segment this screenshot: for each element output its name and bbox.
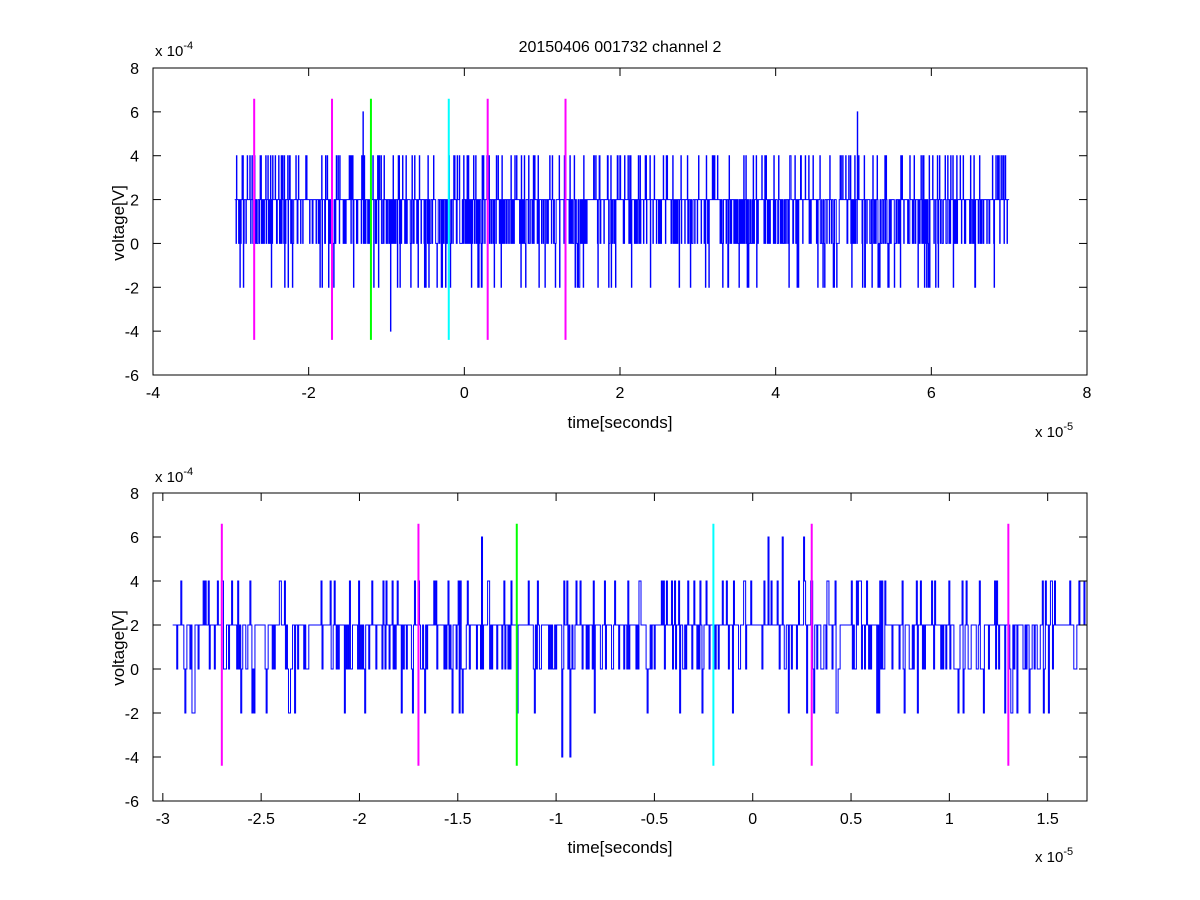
voltage-trace-line [172,536,1087,758]
x-tick-label: 8 [1083,385,1092,402]
bottom-axes-frame [152,492,1088,802]
top-x-exponent: x 10-5 [1035,421,1073,441]
y-tick-label: 0 [130,236,139,253]
bottom-y-exponent-base: x 10 [155,469,183,486]
x-tick-label: -3 [156,811,170,828]
bottom-x-exponent-power: -5 [1063,846,1073,858]
y-tick-label: 8 [130,486,139,503]
y-tick-label: -2 [125,280,139,297]
x-tick-label: -0.5 [641,811,669,828]
x-tick-label: 0.5 [840,811,862,828]
top-y-exponent-power: -4 [183,40,193,52]
voltage-trace-line [234,111,1010,332]
bottom-x-exponent: x 10-5 [1035,846,1073,866]
bottom-y-axis-label: voltage[V] [109,610,128,686]
y-tick-label: 0 [130,662,139,679]
top-x-exponent-base: x 10 [1035,424,1063,441]
top-axis-ticks: -4 -2 0 2 4 6 8 -6 -4 -2 0 2 4 6 8 [125,61,1092,402]
y-tick-label: 6 [130,105,139,122]
y-tick-label: -2 [125,706,139,723]
top-chart-title: 20150406 001732 channel 2 [519,39,722,56]
bottom-x-exponent-base: x 10 [1035,849,1063,866]
x-tick-label: 2 [616,385,625,402]
bottom-axis-ticks: -3 -2.5 -2 -1.5 -1 -0.5 0 0.5 1 1.5 -6 -4 -2 0 2 4 6 8 [125,486,1087,828]
x-tick-label: 4 [771,385,780,402]
x-tick-label: -2.5 [247,811,275,828]
top-y-axis-label: voltage[V] [109,185,128,261]
x-tick-label: -1 [549,811,563,828]
top-x-axis-label: time[seconds] [568,413,673,432]
y-tick-label: -6 [125,794,139,811]
top-x-exponent-power: -5 [1063,421,1073,433]
top-y-exponent: x 10-4 [155,40,193,60]
y-tick-label: -6 [125,368,139,385]
x-tick-label: 6 [927,385,936,402]
x-tick-label: 1 [945,811,954,828]
bottom-voltage-trace [172,536,1087,758]
x-tick-label: 0 [748,811,757,828]
y-tick-label: 6 [130,530,139,547]
y-tick-label: 2 [130,193,139,210]
x-tick-label: -1.5 [444,811,472,828]
top-y-exponent-base: x 10 [155,43,183,60]
x-tick-label: 0 [460,385,469,402]
y-tick-label: 8 [130,61,139,78]
bottom-y-exponent: x 10-4 [155,466,193,486]
y-tick-label: 4 [130,574,139,591]
x-tick-label: -4 [146,385,160,402]
y-tick-label: -4 [125,324,139,341]
bottom-subplot: -3 -2.5 -2 -1.5 -1 -0.5 0 0.5 1 1.5 -6 -4 -2 0 2 4 6 8 ti… [109,466,1088,866]
top-subplot: 20150406 001732 channel 2 -4 -2 0 2 4 6 8-6-4-… [109,39,1092,441]
bottom-x-axis-label: time[seconds] [568,838,673,857]
top-voltage-trace [234,111,1010,332]
bottom-event-markers [220,523,1010,766]
bottom-plot-area [172,523,1087,766]
bottom-y-exponent-power: -4 [183,466,193,478]
x-tick-label: 1.5 [1037,811,1059,828]
y-tick-label: -4 [125,750,139,767]
top-event-markers [253,98,567,340]
y-tick-label: 4 [130,149,139,166]
x-tick-label: -2 [352,811,366,828]
top-plot-area [234,98,1010,340]
y-tick-label: 2 [130,618,139,635]
x-tick-label: -2 [302,385,316,402]
